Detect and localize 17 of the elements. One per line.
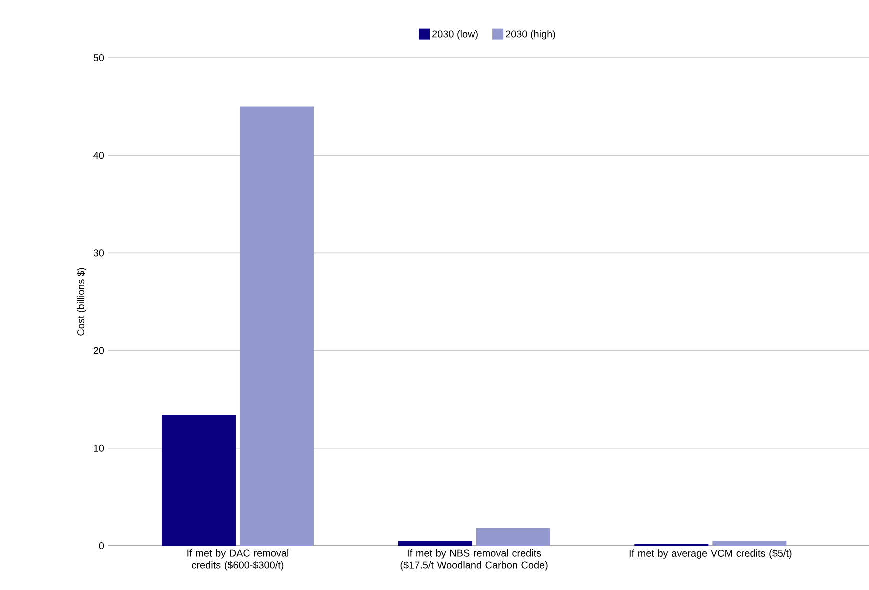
legend-label: 2030 (high)	[506, 30, 556, 40]
legend-label: 2030 (low)	[432, 30, 478, 40]
y-tick-label: 50	[94, 54, 104, 62]
y-tick-label: 0	[99, 542, 104, 550]
y-tick-label: 10	[94, 444, 104, 452]
y-tick-label: 20	[94, 347, 104, 354]
bar	[398, 541, 472, 546]
bar	[476, 528, 550, 546]
x-tick-label: If met by NBS removal credits ($17.5/t Woodland Carbon Code)	[400, 550, 548, 571]
x-tick-label: If met by average VCM credits ($5/t)	[630, 550, 792, 559]
y-axis-title: Cost (billions $)	[77, 268, 87, 336]
bar	[240, 106, 314, 546]
y-tick-label: 40	[94, 152, 104, 160]
bar	[162, 415, 236, 546]
y-tick-label: 30	[94, 250, 104, 257]
bar	[712, 541, 787, 546]
x-tick-label: If met by DAC removal credits ($600-$300/t)	[188, 550, 289, 571]
